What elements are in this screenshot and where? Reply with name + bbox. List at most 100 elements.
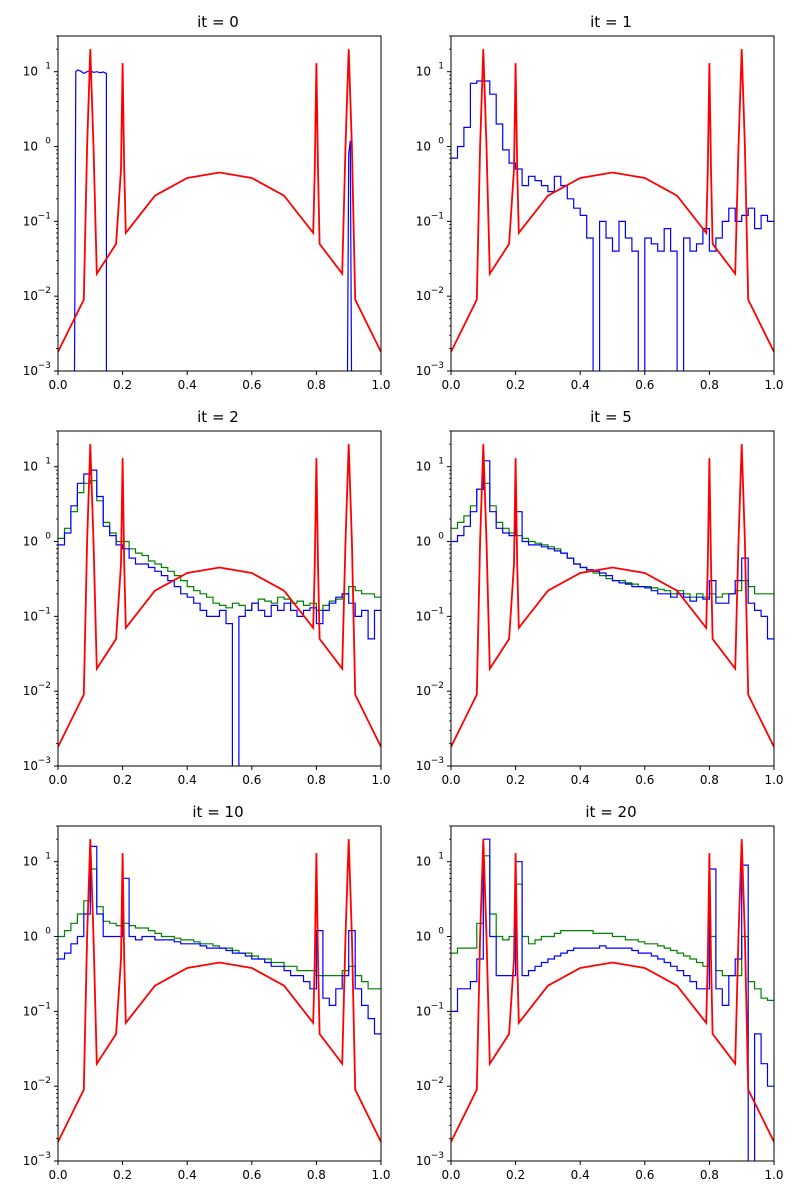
x-tick-label: 0.2 <box>506 773 525 787</box>
y-tick-label: 10 <box>416 759 431 773</box>
histogram-series-blue <box>58 469 381 766</box>
y-tick-label: 10 <box>23 214 38 228</box>
plot-area-5 <box>451 838 774 1161</box>
y-tick-exponent: 1 <box>45 62 51 72</box>
y-tick-exponent: −1 <box>38 211 51 221</box>
y-tick-label: 10 <box>23 759 38 773</box>
panel-title-4: it = 10 <box>192 803 243 821</box>
axes-frame <box>450 35 775 372</box>
y-tick-label: 10 <box>416 609 431 623</box>
x-tick-label: 0.6 <box>635 378 654 392</box>
y-tick-exponent: 0 <box>438 137 444 147</box>
histogram-series-blue <box>58 845 381 1035</box>
y-tick-exponent: −1 <box>38 1001 51 1011</box>
target-density-line <box>451 444 774 748</box>
y-tick-label: 10 <box>416 364 431 378</box>
histogram-series-blue <box>451 460 774 640</box>
x-tick-label: 1.0 <box>371 773 390 787</box>
x-tick-label: 0.2 <box>113 378 132 392</box>
y-tick-exponent: −3 <box>38 1151 51 1161</box>
histogram-series-green <box>58 480 381 611</box>
y-tick-exponent: −1 <box>431 1001 444 1011</box>
y-tick-label: 10 <box>416 684 431 698</box>
histogram-series-blue <box>451 838 774 1161</box>
plot-area-2 <box>58 444 381 766</box>
y-tick-label: 10 <box>416 460 431 474</box>
y-tick-exponent: −2 <box>431 1076 444 1086</box>
y-tick-exponent: −1 <box>431 211 444 221</box>
target-density-line <box>451 839 774 1143</box>
y-tick-label: 10 <box>416 214 431 228</box>
y-tick-exponent: −2 <box>38 286 51 296</box>
axes-frame <box>450 825 775 1162</box>
x-tick-label: 0.6 <box>242 378 261 392</box>
x-tick-label: 0.4 <box>571 378 590 392</box>
y-tick-label: 10 <box>23 684 38 698</box>
y-tick-exponent: 0 <box>45 532 51 542</box>
x-tick-label: 1.0 <box>371 1168 390 1182</box>
x-tick-label: 0.4 <box>571 1168 590 1182</box>
x-tick-label: 0.0 <box>48 378 67 392</box>
plot-area-1 <box>451 49 774 371</box>
plot-area-3 <box>451 444 774 748</box>
y-tick-exponent: −3 <box>38 756 51 766</box>
x-tick-label: 1.0 <box>764 1168 783 1182</box>
target-density-line <box>58 839 381 1143</box>
x-tick-label: 0.8 <box>700 1168 719 1182</box>
plot-area-4 <box>58 839 381 1143</box>
x-tick-label: 0.6 <box>635 773 654 787</box>
x-tick-label: 0.0 <box>441 773 460 787</box>
y-tick-label: 10 <box>23 140 38 154</box>
axes-frame <box>57 825 382 1162</box>
y-tick-exponent: −2 <box>38 681 51 691</box>
y-tick-label: 10 <box>416 65 431 79</box>
y-tick-exponent: −3 <box>431 1151 444 1161</box>
y-tick-label: 10 <box>23 535 38 549</box>
y-tick-exponent: 1 <box>438 457 444 467</box>
histogram-series-blue <box>73 69 353 371</box>
x-tick-label: 0.0 <box>441 378 460 392</box>
x-tick-label: 1.0 <box>764 773 783 787</box>
y-tick-label: 10 <box>23 460 38 474</box>
x-tick-label: 0.0 <box>48 1168 67 1182</box>
axes-frame <box>57 430 382 767</box>
y-tick-exponent: 1 <box>45 457 51 467</box>
x-tick-label: 0.6 <box>242 773 261 787</box>
x-tick-label: 1.0 <box>371 378 390 392</box>
x-tick-label: 0.4 <box>178 773 197 787</box>
y-tick-exponent: 1 <box>45 852 51 862</box>
y-tick-exponent: −3 <box>431 361 444 371</box>
histogram-series-green <box>58 868 381 990</box>
x-tick-label: 0.8 <box>700 773 719 787</box>
axes-frame <box>57 35 382 372</box>
panel-title-1: it = 1 <box>590 13 632 31</box>
x-tick-label: 0.2 <box>113 773 132 787</box>
x-tick-label: 0.6 <box>635 1168 654 1182</box>
target-density-line <box>451 49 774 353</box>
y-tick-label: 10 <box>23 855 38 869</box>
y-tick-label: 10 <box>416 1079 431 1093</box>
y-tick-exponent: −3 <box>431 756 444 766</box>
y-tick-label: 10 <box>23 1004 38 1018</box>
y-tick-exponent: 0 <box>45 927 51 937</box>
y-tick-exponent: 1 <box>438 852 444 862</box>
y-tick-exponent: −2 <box>431 286 444 296</box>
x-tick-label: 0.8 <box>307 1168 326 1182</box>
x-tick-label: 0.4 <box>178 1168 197 1182</box>
y-tick-label: 10 <box>416 289 431 303</box>
x-tick-label: 0.8 <box>307 773 326 787</box>
y-tick-label: 10 <box>23 1154 38 1168</box>
x-tick-label: 0.8 <box>307 378 326 392</box>
y-tick-exponent: −1 <box>38 606 51 616</box>
y-tick-exponent: 0 <box>45 137 51 147</box>
panel-title-0: it = 0 <box>197 13 239 31</box>
y-tick-label: 10 <box>416 1004 431 1018</box>
y-tick-label: 10 <box>23 364 38 378</box>
panel-title-5: it = 20 <box>585 803 636 821</box>
y-tick-label: 10 <box>416 140 431 154</box>
panel-title-2: it = 2 <box>197 408 239 426</box>
